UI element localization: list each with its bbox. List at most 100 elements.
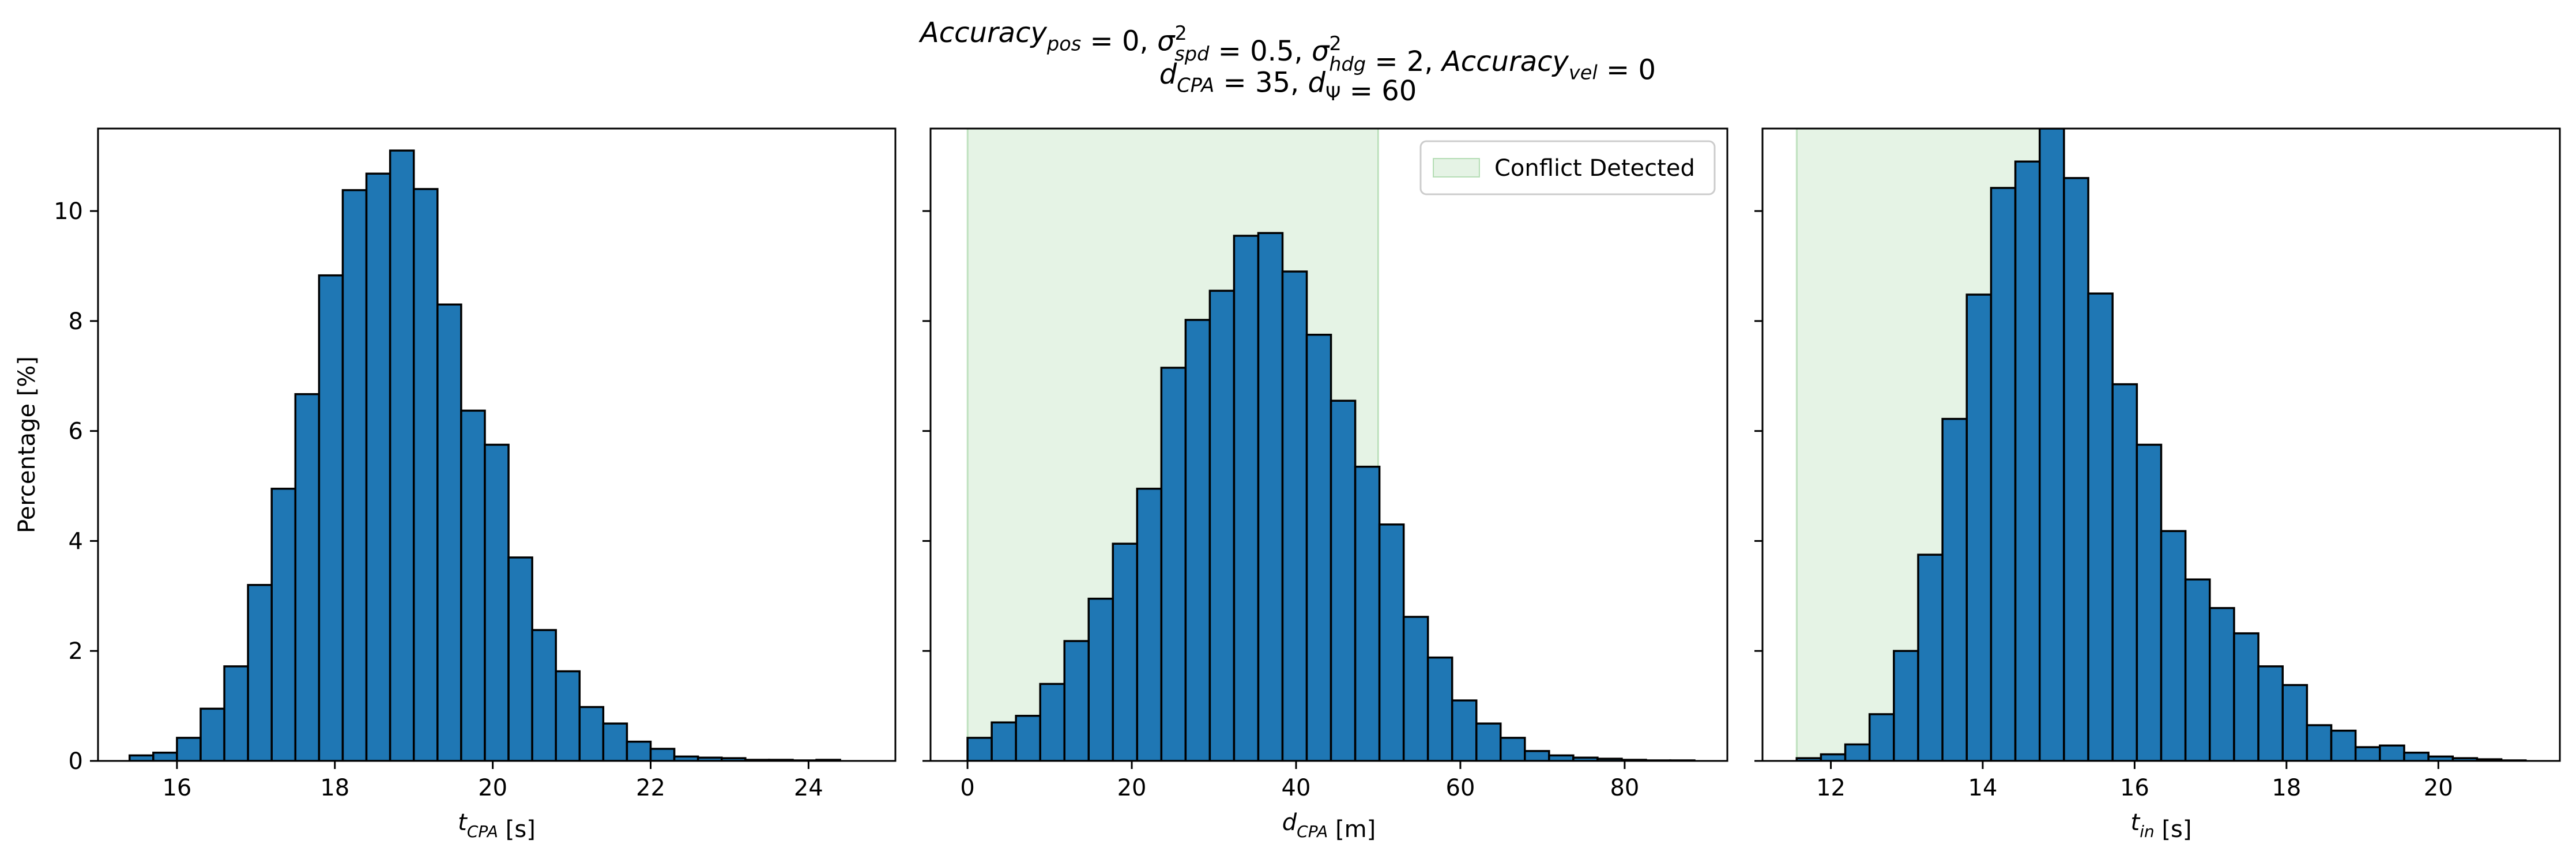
histogram-bar <box>152 751 178 761</box>
histogram-bar <box>1305 333 1332 761</box>
legend-swatch <box>1433 158 1480 178</box>
x-tick-label: 20 <box>478 775 507 801</box>
histogram-bar <box>2063 177 2089 761</box>
histogram-bar <box>507 556 533 761</box>
histogram-bar <box>365 172 391 761</box>
x-tick-label: 0 <box>960 775 974 801</box>
histogram-bar <box>2233 632 2259 761</box>
y-tick-label: 2 <box>69 638 83 665</box>
histogram-bar <box>1402 616 1429 761</box>
histogram-bar <box>1208 289 1236 761</box>
x-tick-label: 14 <box>1968 775 1998 801</box>
histogram-bar <box>1354 465 1381 761</box>
histogram-bar <box>1844 743 1871 761</box>
histogram-bar <box>1941 417 1968 761</box>
histogram-bar <box>2014 160 2041 761</box>
histogram-bar <box>991 721 1017 761</box>
histogram-bar <box>1524 750 1550 761</box>
histogram-bar <box>1087 597 1114 761</box>
x-tick-label: 80 <box>1610 775 1639 801</box>
histogram-bar <box>2257 665 2284 761</box>
histogram-bar <box>578 706 605 761</box>
histogram-bar <box>1500 737 1526 761</box>
histogram-bar <box>2111 383 2138 761</box>
histogram-bar <box>2281 684 2308 761</box>
histogram-bar <box>341 189 368 761</box>
histogram-bar <box>555 670 581 761</box>
histogram-bar <box>1868 713 1895 761</box>
x-tick-label: 22 <box>636 775 665 801</box>
histogram-bar <box>2184 578 2211 761</box>
histogram-bar <box>1990 187 2017 761</box>
histogram-bar <box>2087 292 2114 761</box>
x-axis-label: tCPA [s] <box>458 809 536 843</box>
histogram-bar <box>484 443 510 761</box>
x-tick-label: 20 <box>1117 775 1147 801</box>
histogram-bar <box>649 748 676 761</box>
histogram-bar <box>1378 523 1405 761</box>
histogram-bar <box>1451 699 1478 761</box>
histogram-bar <box>1893 650 1919 761</box>
histogram-bars <box>1795 129 2527 761</box>
histogram-bar <box>1917 553 1944 761</box>
histogram-bar <box>223 665 249 761</box>
x-tick-label: 12 <box>1816 775 1846 801</box>
histogram-bar <box>2209 607 2235 761</box>
histogram-bar <box>1015 715 1041 761</box>
figure-title-line-1: Accuracypos = 0, σ2 spd = 0.5, σ2 hdg = 2,… <box>918 17 1656 86</box>
histogram-bar <box>1820 753 1847 761</box>
histogram-bar <box>1112 542 1139 761</box>
histogram-bar <box>602 722 628 761</box>
histogram-bar <box>2306 724 2333 761</box>
y-tick-label: 0 <box>69 748 83 775</box>
histogram-bar <box>247 583 273 761</box>
histogram-bar <box>389 149 415 761</box>
histogram-bar <box>460 409 486 761</box>
histogram-bar <box>1330 399 1357 761</box>
x-axis-label: tin [s] <box>2131 809 2192 843</box>
axes-frame <box>1761 127 2561 762</box>
histogram-bar <box>966 737 993 761</box>
axes-frame <box>97 127 897 762</box>
y-tick-label: 8 <box>69 308 83 335</box>
subplot-3: 12 14 16 18 20 tin [s] <box>1754 127 2561 843</box>
y-tick-label: 4 <box>69 528 83 555</box>
histogram-bar <box>2354 746 2381 761</box>
y-axis-label: Percentage [%] <box>14 356 40 533</box>
histogram-bar <box>1233 235 1260 761</box>
histogram-bar <box>1257 232 1284 761</box>
histogram-bar <box>270 488 297 761</box>
x-tick-label: 18 <box>320 775 349 801</box>
histogram-bar <box>199 707 225 761</box>
histogram-bar <box>2160 530 2187 761</box>
histogram-bar <box>2379 744 2405 761</box>
x-tick-label: 24 <box>794 775 823 801</box>
histogram-bar <box>412 188 439 761</box>
legend: Conflict Detected <box>1419 140 1716 195</box>
histogram-bar <box>176 737 202 761</box>
y-tick-label: 10 <box>54 198 83 225</box>
histogram-bar <box>1965 293 1993 761</box>
histogram-bar <box>2330 729 2357 761</box>
histogram-bar <box>1475 722 1502 761</box>
histogram-bar <box>531 629 557 761</box>
x-tick-label: 16 <box>162 775 191 801</box>
histogram-bar <box>1281 270 1308 761</box>
figure-title-line-2: dCPA = 35, dΨ = 60 <box>1159 58 1417 107</box>
histogram-bar <box>2403 751 2430 761</box>
histogram-bar <box>294 393 321 761</box>
histogram-bar <box>436 303 462 761</box>
x-tick-label: 16 <box>2120 775 2149 801</box>
legend-label: Conflict Detected <box>1494 155 1695 182</box>
histogram-bar <box>1063 640 1090 761</box>
x-tick-label: 20 <box>2424 775 2453 801</box>
y-tick-label: 6 <box>69 419 83 445</box>
histogram-bar <box>1160 367 1187 761</box>
histogram-bars <box>966 232 1696 761</box>
histogram-bar <box>1136 488 1163 761</box>
histogram-bar <box>626 740 652 761</box>
histogram-bar <box>1184 319 1211 761</box>
subplot-2: 0 20 40 60 80 dCPA [m] Conflict Detected <box>922 127 1728 843</box>
